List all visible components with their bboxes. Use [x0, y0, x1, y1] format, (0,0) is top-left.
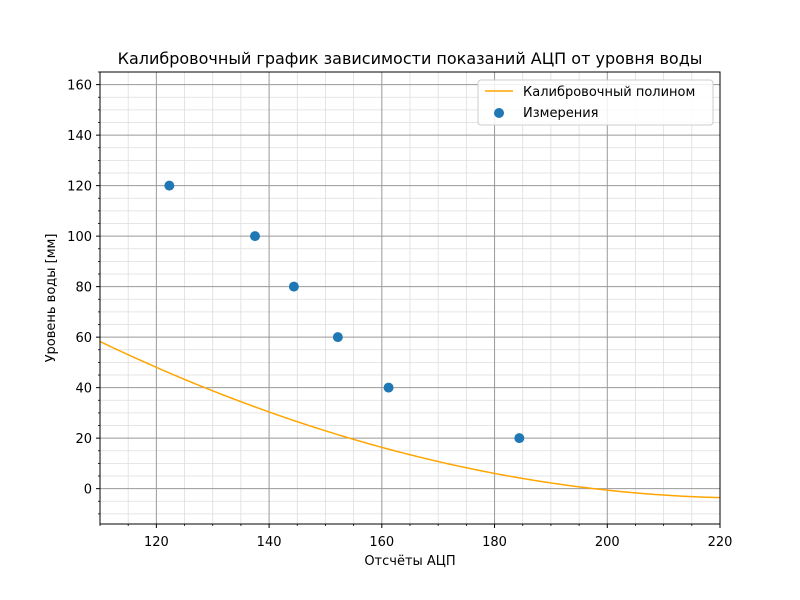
y-tick-label: 40: [75, 382, 92, 397]
x-tick-label: 120: [144, 535, 169, 550]
y-tick-label: 100: [67, 230, 92, 245]
x-axis-label: Отсчёты АЦП: [364, 554, 455, 569]
x-tick-label: 220: [708, 535, 733, 550]
x-tick-label: 200: [595, 535, 620, 550]
y-tick-label: 20: [75, 432, 92, 447]
measurement-point: [332, 332, 343, 343]
legend-label-polynomial: Калибровочный полином: [523, 85, 695, 100]
measurement-point: [250, 231, 260, 242]
y-axis-ticks: 0 20 40 60 80 100 120 140 160: [67, 71, 100, 515]
legend: Калибровочный полином Измерения: [477, 79, 714, 126]
x-axis-ticks: 120 140 160 180 200 220: [99, 524, 733, 550]
x-tick-label: 160: [369, 535, 394, 550]
minor-grid: [99, 71, 720, 524]
x-tick-label: 180: [482, 535, 507, 550]
y-tick-label: 60: [75, 331, 92, 346]
y-tick-label: 160: [67, 79, 92, 94]
y-tick-label: 0: [84, 483, 92, 498]
legend-box: [477, 79, 714, 126]
y-tick-label: 120: [67, 180, 92, 195]
measurement-points: [164, 180, 525, 444]
plot-content: [100, 180, 720, 499]
y-tick-label: 80: [75, 281, 92, 296]
y-axis-label: Уровень воды [мм]: [44, 234, 59, 363]
legend-point-swatch: [494, 108, 504, 118]
x-tick-label: 140: [257, 535, 282, 550]
measurement-point: [288, 281, 299, 292]
chart-title: Калибровочный график зависимости показан…: [118, 49, 703, 68]
y-tick-label: 140: [67, 129, 92, 144]
legend-label-measurements: Измерения: [523, 106, 598, 121]
measurement-point: [514, 433, 525, 444]
measurement-point: [383, 382, 394, 393]
measurement-point: [164, 180, 175, 191]
calibration-polynomial-line: [100, 340, 720, 499]
